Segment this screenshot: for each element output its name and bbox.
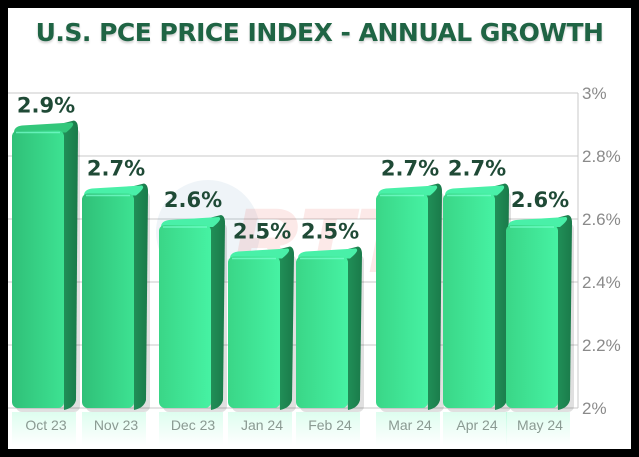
bar-top: [161, 217, 221, 227]
bar: [228, 246, 296, 446]
bar: [376, 183, 444, 446]
bar: [443, 183, 511, 446]
data-label: 2.5%: [301, 220, 359, 244]
y-tick-label: 2.6%: [582, 210, 621, 229]
bar: [296, 246, 364, 446]
bar-face: [82, 193, 134, 408]
bar: [159, 215, 227, 446]
y-tick-label: 2%: [582, 399, 607, 418]
x-tick-label: Mar 24: [388, 417, 432, 433]
bar-reflection: [228, 412, 292, 446]
bar: [506, 215, 574, 446]
x-tick-label: May 24: [517, 417, 563, 433]
x-tick-label: Oct 23: [25, 417, 66, 433]
grid-layer: 2% 2.2% 2.4% 2.6% 2.8% 3%: [8, 84, 621, 418]
data-label: 2.5%: [233, 220, 291, 244]
bar-face: [12, 130, 64, 408]
labels-layer: 2.9% Oct 23 2.7% Nov 23 2.6% Dec 23 2.5% Jan 24…: [17, 94, 569, 434]
bar-face: [228, 256, 280, 408]
bar-reflection: [376, 412, 440, 446]
data-label: 2.9%: [17, 94, 75, 118]
x-tick-label: Dec 23: [171, 417, 216, 433]
bar: [82, 183, 150, 446]
bar: [12, 120, 80, 446]
bar-reflection: [296, 412, 360, 446]
x-tick-label: Jan 24: [241, 417, 283, 433]
bar-top: [298, 248, 358, 259]
y-tick-label: 2.8%: [582, 147, 621, 166]
chart-title: U.S. PCE PRICE INDEX - ANNUAL GROWTH: [35, 18, 604, 47]
bar-reflection: [159, 412, 223, 446]
bar-reflection: [12, 412, 76, 446]
bar-top: [378, 185, 438, 196]
x-tick-label: Feb 24: [308, 417, 352, 433]
bar-top: [508, 217, 568, 227]
bar-face: [296, 256, 348, 408]
bar-top: [230, 248, 290, 259]
bar-top: [84, 185, 144, 196]
data-label: 2.6%: [511, 188, 569, 212]
data-label: 2.7%: [448, 157, 506, 181]
y-tick-label: 3%: [582, 84, 607, 103]
bar-top: [14, 122, 74, 133]
x-tick-label: Apr 24: [456, 417, 497, 433]
data-label: 2.7%: [381, 157, 439, 181]
bar-face: [506, 225, 558, 408]
bar-reflection: [443, 412, 507, 446]
bars-layer: [12, 120, 574, 446]
y-tick-label: 2.4%: [582, 273, 621, 292]
bar-face: [443, 193, 495, 408]
data-label: 2.6%: [164, 188, 222, 212]
bar-reflection: [506, 412, 570, 446]
x-tick-label: Nov 23: [94, 417, 139, 433]
bar-top: [445, 185, 505, 196]
data-label: 2.7%: [87, 157, 145, 181]
bar-face: [159, 225, 211, 408]
bar-face: [376, 193, 428, 408]
y-tick-label: 2.2%: [582, 336, 621, 355]
bar-reflection: [82, 412, 146, 446]
